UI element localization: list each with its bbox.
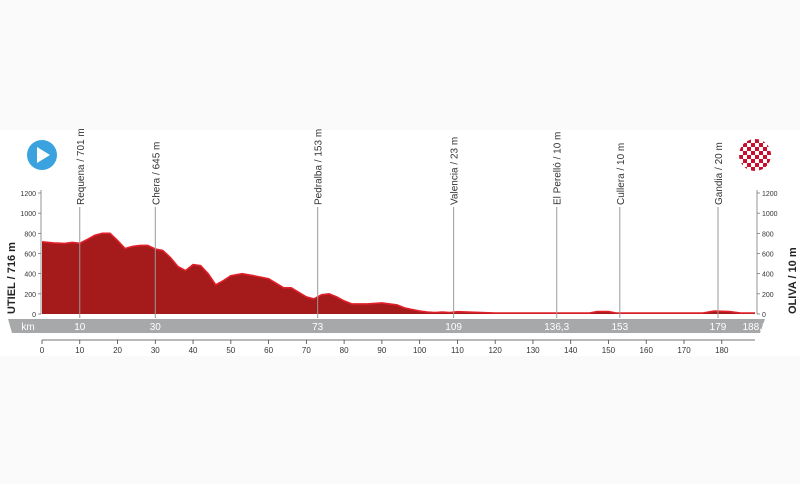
y-tick-label-left: 200 bbox=[24, 292, 36, 299]
x-tick-label: 140 bbox=[564, 346, 578, 355]
km-band-label: 179 bbox=[710, 322, 727, 333]
checker-square bbox=[751, 151, 755, 155]
y-tick-label-right: 800 bbox=[762, 231, 774, 238]
y-tick-label-left: 600 bbox=[24, 252, 36, 259]
y-tick-label-left: 800 bbox=[24, 231, 36, 238]
checker-square bbox=[751, 159, 755, 163]
checker-square bbox=[763, 139, 767, 143]
y-tick-label-left: 0 bbox=[32, 312, 36, 319]
y-tick-label-left: 400 bbox=[24, 272, 36, 279]
y-tick-label-right: 400 bbox=[762, 272, 774, 279]
x-tick-label: 30 bbox=[151, 346, 160, 355]
checker-square bbox=[747, 147, 751, 151]
chart-panel-background bbox=[0, 130, 800, 356]
x-tick-label: 180 bbox=[715, 346, 729, 355]
km-band-label: 153 bbox=[611, 322, 628, 333]
km-band-label: 136,3 bbox=[544, 322, 569, 333]
y-tick-label-right: 600 bbox=[762, 252, 774, 259]
checker-square bbox=[739, 139, 743, 143]
waypoint-label: Chera / 645 m bbox=[151, 142, 162, 205]
x-tick-label: 20 bbox=[113, 346, 122, 355]
checker-square bbox=[743, 159, 747, 163]
checker-square bbox=[739, 147, 743, 151]
checker-square bbox=[751, 167, 755, 171]
waypoint-label: Cullera / 10 m bbox=[616, 143, 627, 205]
checker-square bbox=[739, 163, 743, 167]
checker-square bbox=[763, 163, 767, 167]
km-band-label: 109 bbox=[445, 322, 462, 333]
checker-square bbox=[763, 155, 767, 159]
checker-square bbox=[743, 143, 747, 147]
waypoint-label: Gandia / 20 m bbox=[714, 142, 725, 205]
checker-square bbox=[751, 143, 755, 147]
checker-square bbox=[759, 143, 763, 147]
y-tick-label-right: 200 bbox=[762, 292, 774, 299]
waypoint-label: Valencia / 23 m bbox=[450, 137, 461, 205]
x-tick-label: 150 bbox=[602, 346, 616, 355]
km-unit-label: km bbox=[21, 322, 34, 333]
play-triangle-icon bbox=[37, 147, 50, 163]
checker-square bbox=[747, 163, 751, 167]
checker-square bbox=[767, 143, 771, 147]
km-band-label: 10 bbox=[74, 322, 86, 333]
waypoint-label: Pedralba / 153 m bbox=[314, 129, 325, 205]
x-tick-label: 170 bbox=[677, 346, 691, 355]
checker-square bbox=[747, 139, 751, 143]
checker-square bbox=[767, 167, 771, 171]
y-tick-label-right: 0 bbox=[762, 312, 766, 319]
y-tick-label-left: 1000 bbox=[20, 211, 36, 218]
x-tick-label: 110 bbox=[451, 346, 464, 355]
x-tick-label: 40 bbox=[189, 346, 198, 355]
x-tick-label: 100 bbox=[413, 346, 427, 355]
x-tick-label: 90 bbox=[377, 346, 386, 355]
y-tick-label-left: 1200 bbox=[20, 191, 36, 198]
checker-square bbox=[755, 163, 759, 167]
x-tick-label: 160 bbox=[640, 346, 654, 355]
checker-square bbox=[767, 151, 771, 155]
start-town-label: UTIEL / 716 m bbox=[6, 242, 18, 314]
checker-square bbox=[759, 167, 763, 171]
waypoint-label: Requena / 701 m bbox=[76, 128, 87, 205]
checker-square bbox=[743, 167, 747, 171]
x-tick-label: 10 bbox=[75, 346, 84, 355]
checker-square bbox=[763, 147, 767, 151]
checkered-flag-icon bbox=[739, 139, 771, 171]
x-tick-label: 0 bbox=[40, 346, 45, 355]
checker-square bbox=[755, 155, 759, 159]
x-tick-label: 130 bbox=[526, 346, 540, 355]
checker-square bbox=[767, 159, 771, 163]
checker-square bbox=[755, 139, 759, 143]
x-tick-label: 80 bbox=[340, 346, 349, 355]
km-band bbox=[8, 319, 765, 333]
checker-square bbox=[739, 155, 743, 159]
checker-square bbox=[755, 147, 759, 151]
finish-town-label: OLIVA / 10 m bbox=[787, 247, 799, 314]
x-tick-label: 120 bbox=[488, 346, 502, 355]
km-band-label: 30 bbox=[150, 322, 162, 333]
elevation-area bbox=[42, 233, 755, 314]
checker-square bbox=[759, 151, 763, 155]
checker-square bbox=[743, 151, 747, 155]
y-tick-label-right: 1000 bbox=[762, 211, 778, 218]
km-band-label: 73 bbox=[312, 322, 324, 333]
waypoint-label: El Perelló / 10 m bbox=[553, 132, 564, 205]
km-band-label: 188,8 bbox=[742, 322, 767, 333]
x-tick-label: 50 bbox=[226, 346, 235, 355]
checker-square bbox=[747, 155, 751, 159]
x-tick-label: 60 bbox=[264, 346, 273, 355]
y-tick-label-right: 1200 bbox=[762, 191, 778, 198]
x-tick-label: 70 bbox=[302, 346, 311, 355]
checker-square bbox=[759, 159, 763, 163]
elevation-edge-line bbox=[41, 232, 755, 314]
